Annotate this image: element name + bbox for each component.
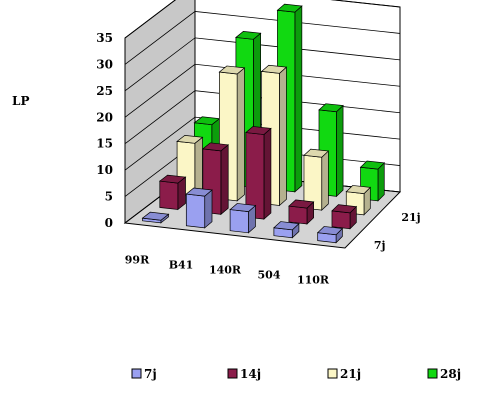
- category-label: 99R: [125, 254, 150, 267]
- bar-7j-B41: [185, 187, 213, 229]
- category-label: 110R: [297, 274, 330, 287]
- bar-7j-110R: [316, 226, 344, 244]
- y-axis-label: LP: [12, 94, 29, 108]
- legend-swatch: [227, 368, 238, 379]
- legend-label: 21j: [340, 367, 361, 381]
- legend-swatch: [427, 368, 438, 379]
- gridline: [124, 63, 401, 118]
- legend-item: 7j: [131, 367, 157, 381]
- gridline: [124, 37, 401, 92]
- x-axis-labels: 99R B41 140R 504 110R: [125, 254, 330, 287]
- depth-label: 7j: [374, 239, 386, 252]
- bar-14j-140R: [245, 126, 272, 220]
- legend-swatch: [327, 368, 338, 379]
- legend-label: 7j: [144, 367, 157, 381]
- legend-label: 14j: [240, 367, 261, 381]
- legend-swatch: [131, 368, 142, 379]
- chart-bars: [141, 3, 386, 244]
- bar-14j-504: [288, 199, 315, 225]
- y-tick-label: 25: [96, 84, 113, 98]
- category-label: 140R: [209, 264, 242, 277]
- bar-14j-99R: [158, 174, 187, 211]
- y-tick-label: 10: [96, 163, 113, 177]
- gridline: [124, 11, 401, 65]
- category-label: 504: [258, 269, 281, 282]
- y-tick-label: 0: [105, 216, 113, 230]
- bar-7j-140R: [229, 203, 257, 234]
- y-tick-label: 30: [96, 57, 113, 71]
- legend-item: 14j: [227, 367, 261, 381]
- chart-gridlines: [124, 0, 401, 224]
- bar-7j-504: [273, 221, 300, 239]
- depth-axis-labels: 7j 21j: [374, 211, 421, 252]
- legend-label: 28j: [440, 367, 461, 381]
- y-tick-label: 20: [96, 110, 113, 124]
- bar-7j-99R: [141, 211, 170, 224]
- gridline: [124, 0, 401, 39]
- depth-label: 21j: [401, 211, 420, 224]
- bar-14j-110R: [331, 204, 358, 230]
- y-tick-label: 5: [105, 190, 113, 204]
- legend-item: 28j: [427, 367, 461, 381]
- y-axis-ticks: 0 5 10 15 20 25 30 35: [96, 31, 113, 230]
- y-tick-label: 35: [96, 31, 113, 45]
- legend-item: 21j: [327, 367, 361, 381]
- category-label: B41: [169, 259, 194, 272]
- legend: 7j 14j 21j 28j: [131, 367, 461, 381]
- y-tick-label: 15: [96, 137, 113, 151]
- bar-21j-504: [303, 148, 330, 211]
